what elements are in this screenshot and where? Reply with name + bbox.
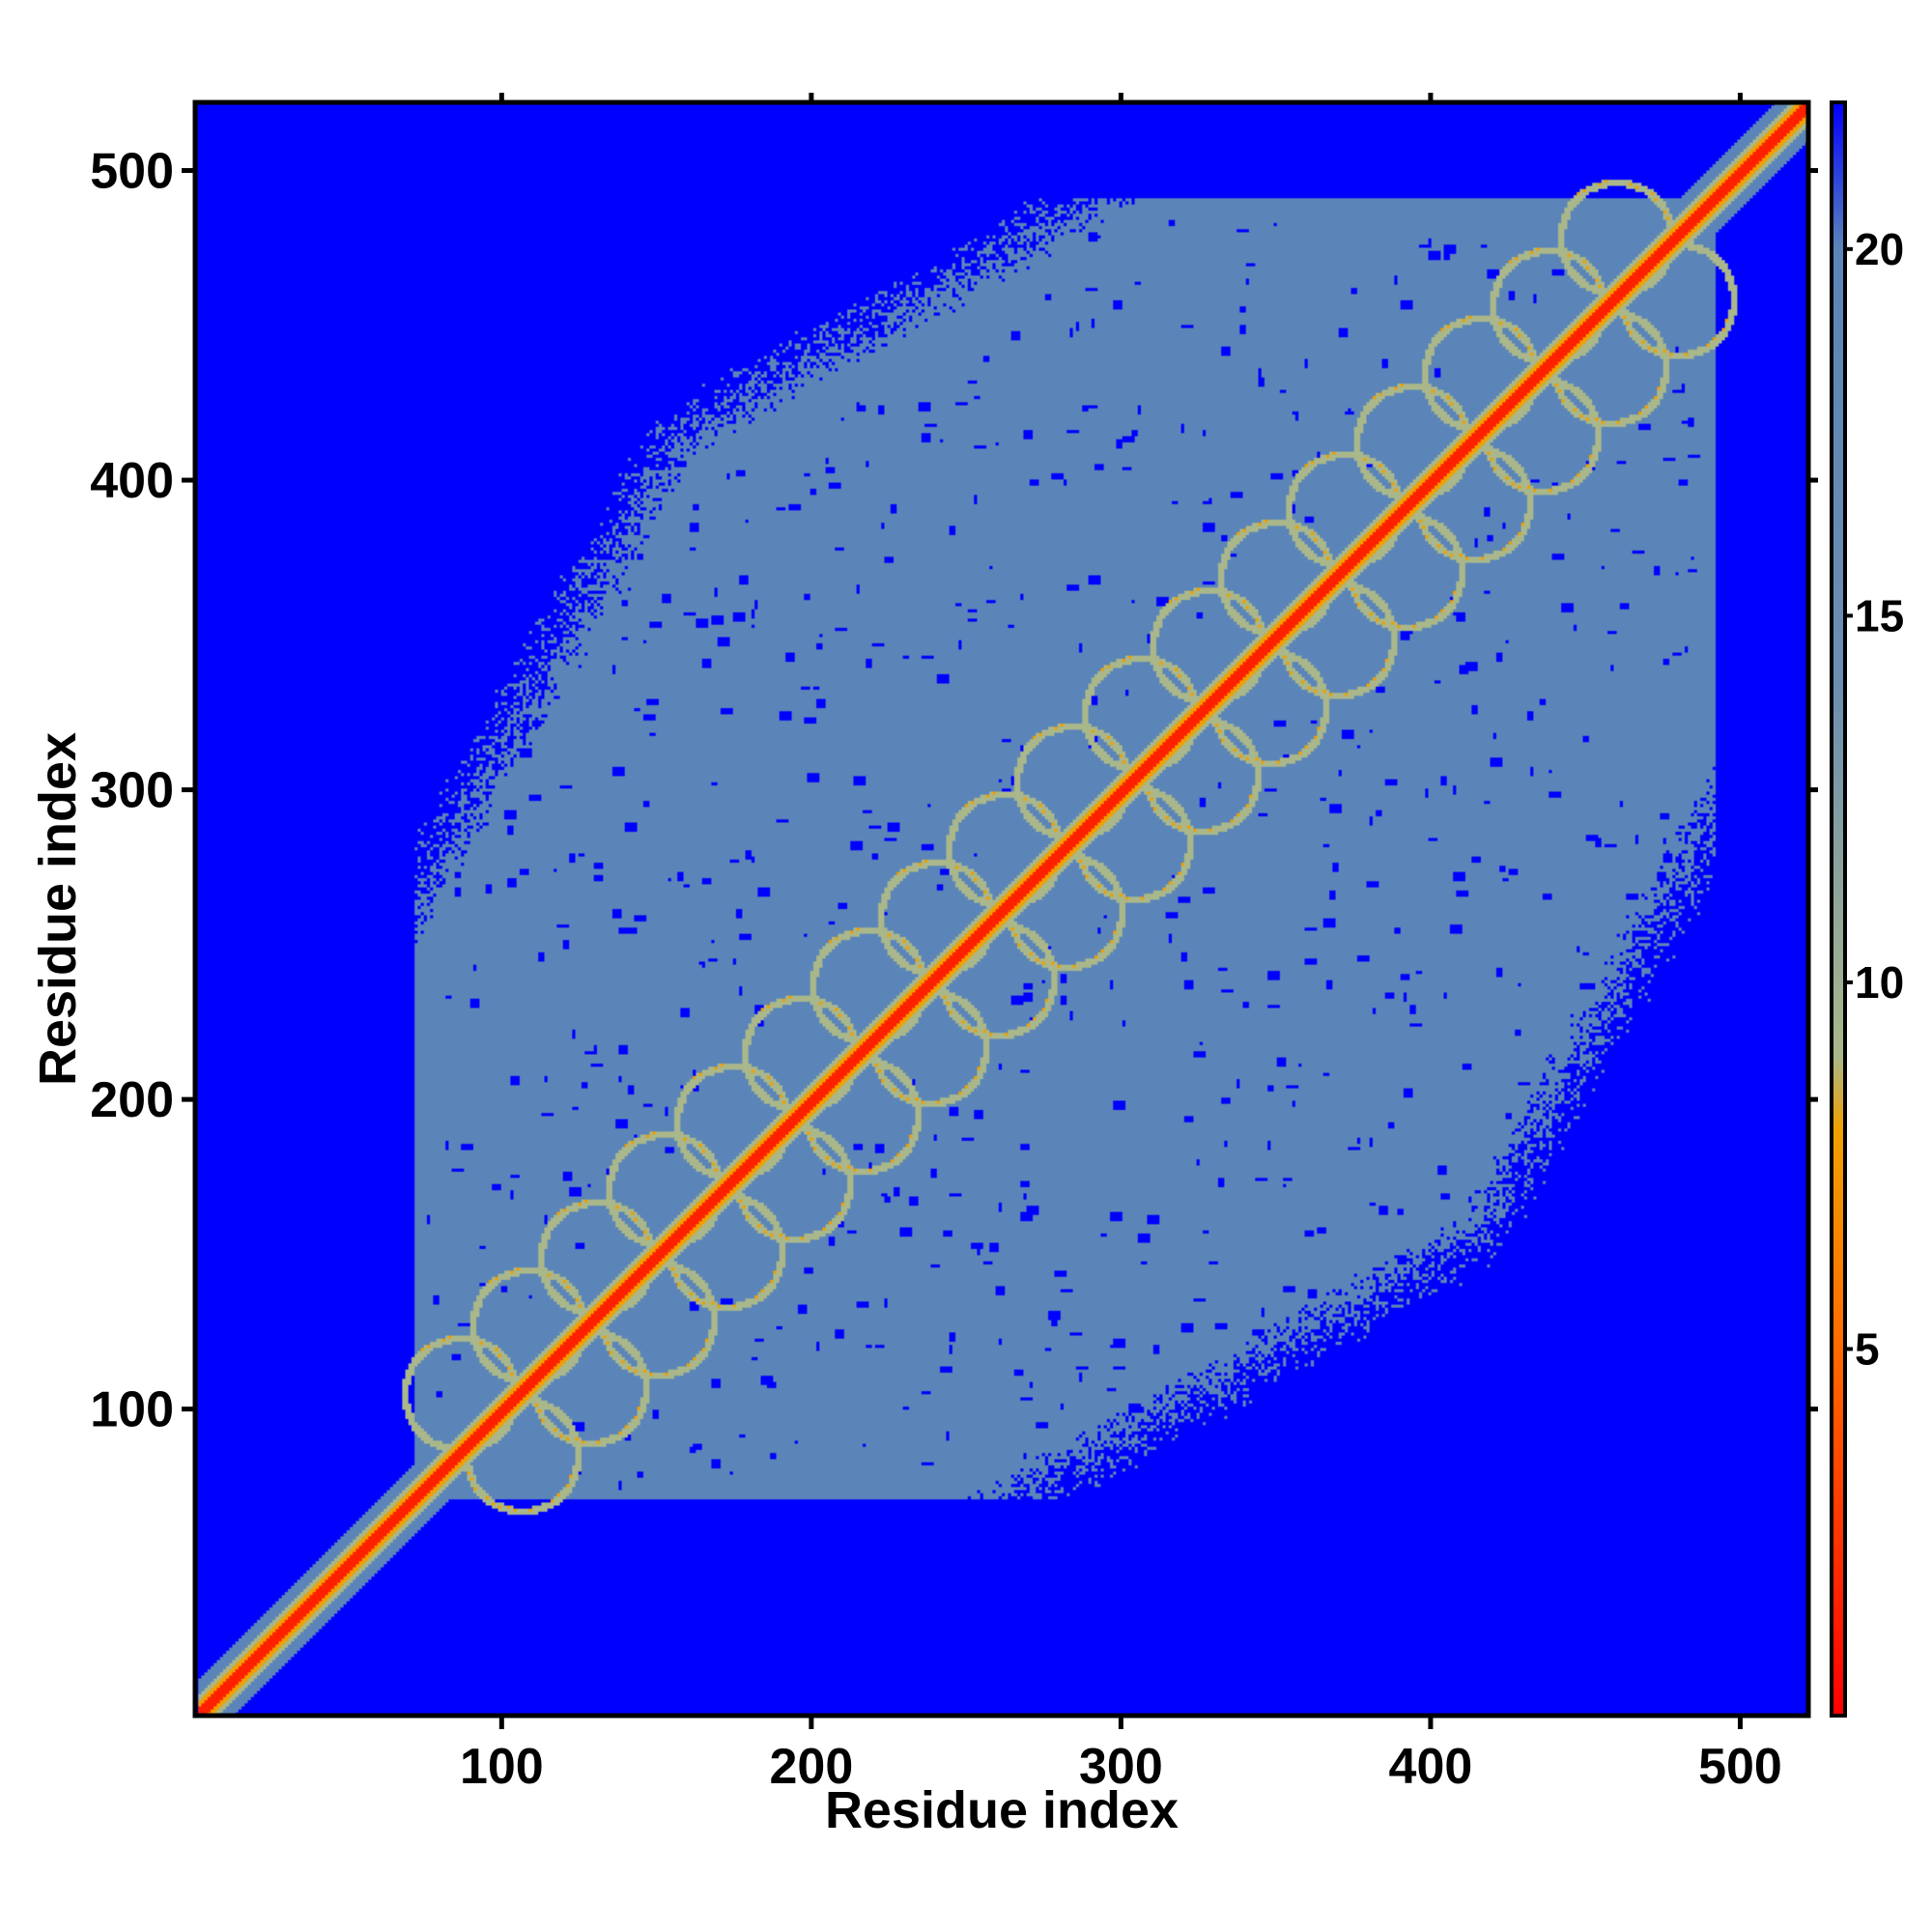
plot-frame xyxy=(192,99,1811,1719)
heatmap-area xyxy=(195,102,1808,1716)
y-tick-label: 400 xyxy=(90,453,174,509)
y-tick-label: 300 xyxy=(90,763,174,819)
colorbar-tick-label: 5 xyxy=(1855,1323,1880,1374)
x-axis-label: Residue index xyxy=(825,1781,1179,1839)
y-tick-label: 500 xyxy=(90,144,174,200)
x-tick-label: 200 xyxy=(769,1739,853,1795)
x-tick-label: 400 xyxy=(1389,1739,1473,1795)
y-axis-label: Residue index xyxy=(29,732,87,1086)
x-tick-label: 100 xyxy=(460,1739,544,1795)
colorbar-tick-label: 10 xyxy=(1855,957,1904,1008)
colorbar-gradient xyxy=(1830,100,1847,1718)
y-tick-label: 100 xyxy=(90,1382,174,1438)
x-tick-label: 500 xyxy=(1698,1739,1782,1795)
heatmap-image xyxy=(195,102,1808,1716)
x-tick-label: 300 xyxy=(1079,1739,1163,1795)
colorbar-tick-label: 15 xyxy=(1855,590,1904,640)
colorbar: 5 10 15 20 xyxy=(1830,100,1904,1718)
y-axis: 100 200 300 400 500 xyxy=(90,144,1818,1438)
x-axis: 100 200 300 400 500 xyxy=(460,93,1782,1795)
colorbar-tick-label: 20 xyxy=(1855,224,1904,274)
y-tick-label: 200 xyxy=(90,1072,174,1128)
